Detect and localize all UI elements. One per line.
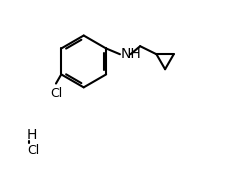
- Text: NH: NH: [121, 47, 142, 61]
- Text: H: H: [27, 128, 37, 142]
- Text: Cl: Cl: [50, 87, 62, 100]
- Text: Cl: Cl: [27, 144, 39, 157]
